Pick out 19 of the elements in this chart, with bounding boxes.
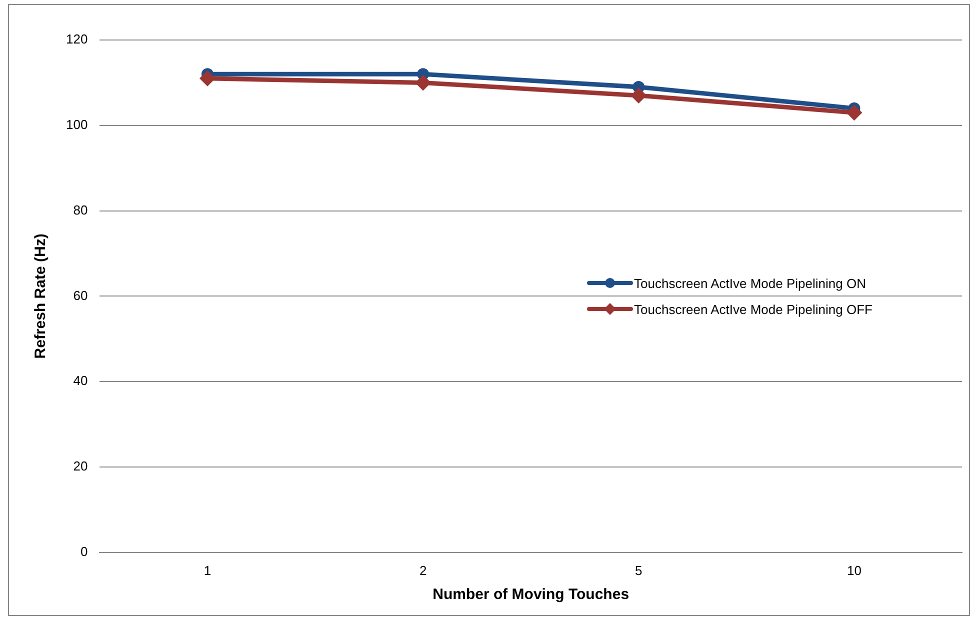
y-axis-title: Refresh Rate (Hz) [32, 234, 50, 359]
y-tick-label: 60 [73, 288, 88, 303]
legend-label: Touchscreen ActIve Mode Pipelining ON [634, 276, 866, 291]
y-tick-label: 0 [80, 544, 88, 559]
x-tick-label: 1 [204, 562, 212, 578]
y-tick-label: 40 [73, 373, 88, 388]
x-tick-label: 2 [419, 562, 427, 578]
y-tick-label: 20 [73, 458, 88, 474]
point [846, 104, 862, 121]
point [630, 88, 647, 104]
point [415, 74, 432, 91]
point [199, 70, 216, 86]
x-tick-label: 5 [635, 562, 642, 578]
y-tick-label: 120 [66, 32, 88, 47]
y-tick-label: 80 [73, 202, 88, 218]
x-axis-title: Number of Moving Touches [432, 586, 630, 604]
x-tick-label: 10 [846, 562, 862, 578]
y-tick-label: 100 [66, 116, 88, 132]
legend-label: Touchscreen ActIve Mode Pipelining OFF [634, 302, 872, 317]
